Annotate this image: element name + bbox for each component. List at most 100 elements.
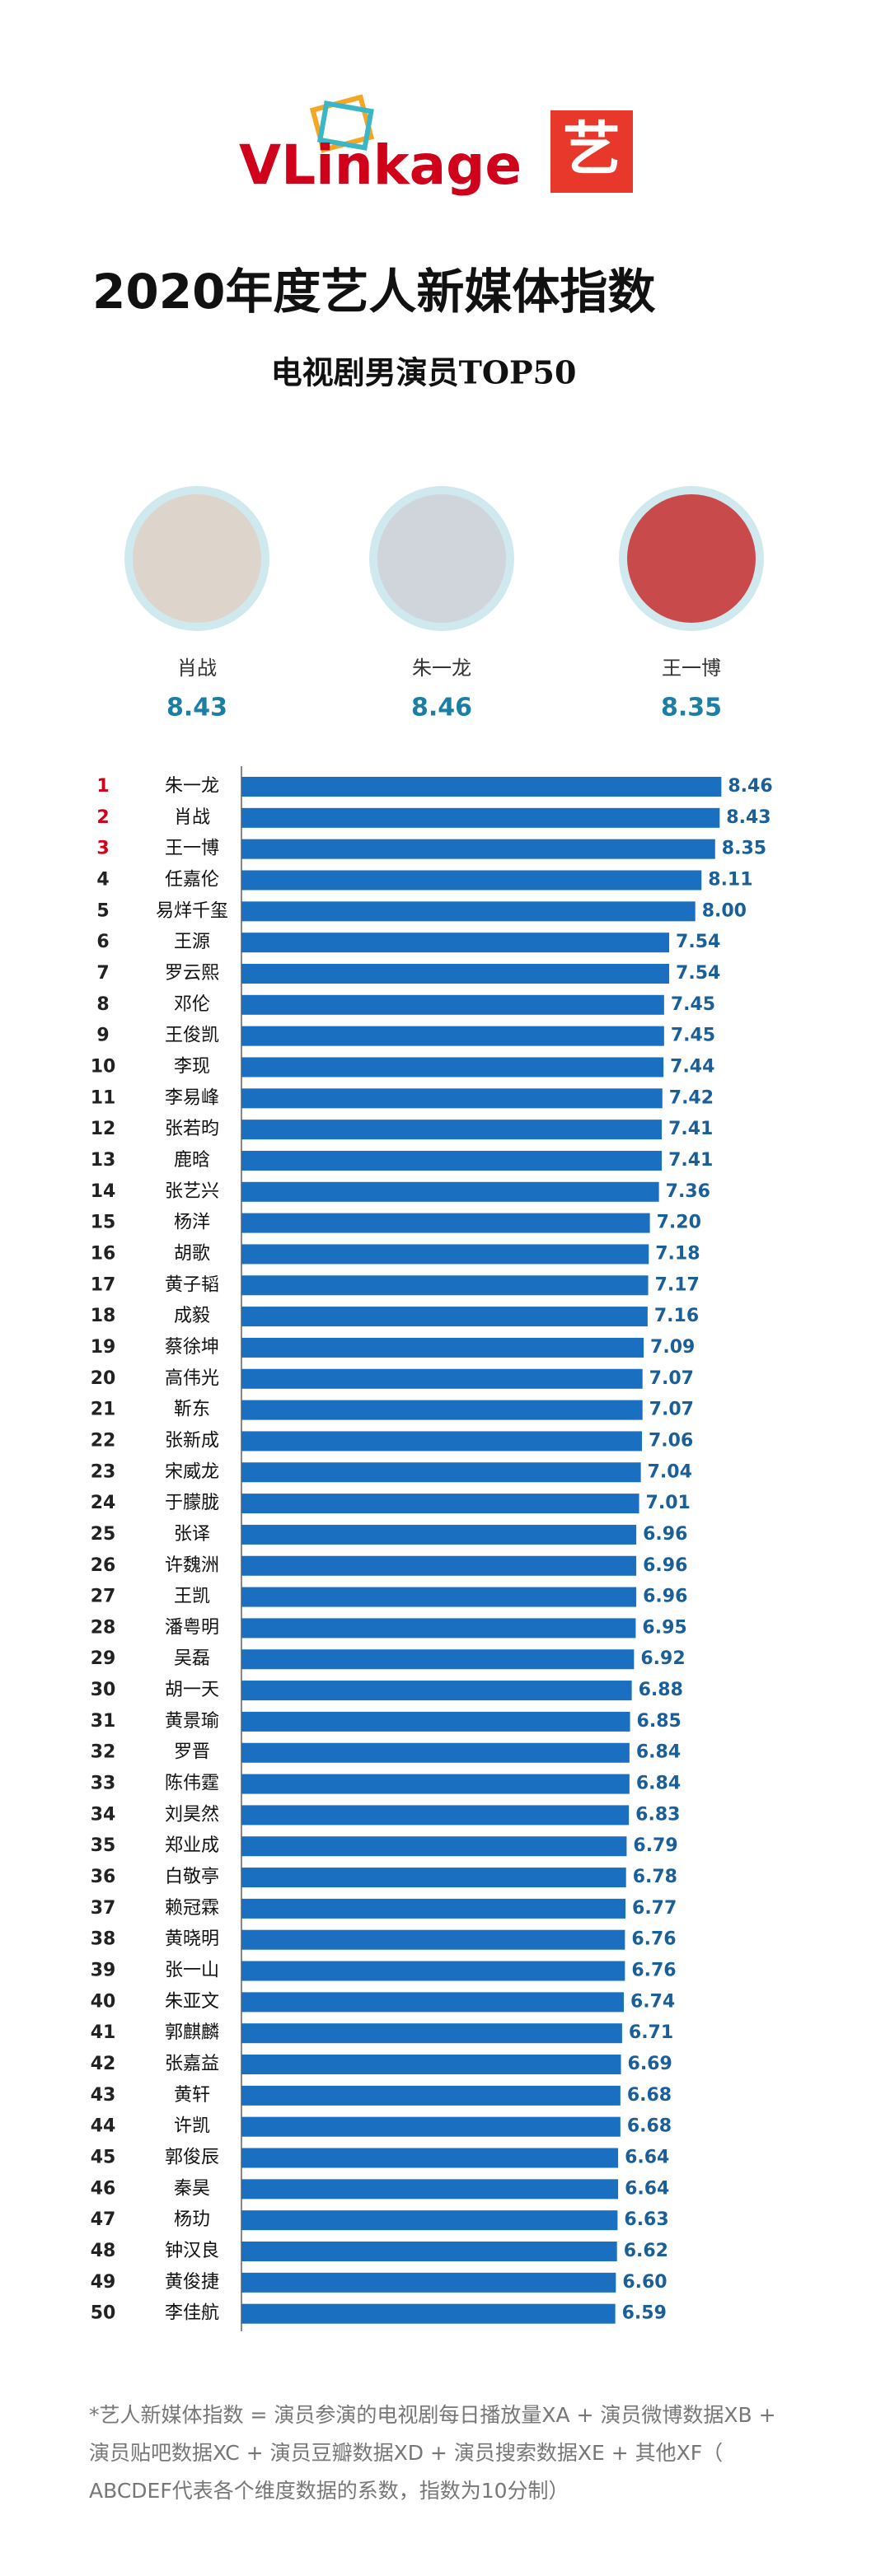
value-label: 6.71	[629, 2022, 673, 2043]
value-label: 8.00	[702, 900, 747, 921]
name-label: 陈伟霆	[165, 1774, 219, 1794]
chart: 1 朱一龙 8.46 2 肖战 8.43 3 王一博 8.35 4 任嘉伦 8.11 5 易烊千玺 8.00…	[91, 776, 773, 2324]
bar	[241, 2085, 621, 2106]
name-label: 郭麒麟	[165, 2022, 219, 2043]
name-label: 许魏洲	[165, 1555, 219, 1576]
value-label: 6.69	[628, 2054, 672, 2074]
value-label: 7.09	[650, 1337, 695, 1358]
rank: 41	[91, 2022, 116, 2043]
name-label: 张译	[174, 1524, 210, 1545]
name-label: 王源	[174, 932, 210, 952]
name-label: 李现	[174, 1056, 210, 1077]
value-label: 8.46	[728, 776, 772, 797]
bar	[241, 1898, 626, 1919]
podium-name: 朱一龙	[412, 657, 471, 680]
bar	[241, 933, 670, 953]
logo-icon	[309, 94, 375, 153]
bar	[241, 1431, 642, 1452]
bar	[241, 1929, 625, 1950]
name-label: 李易峰	[165, 1087, 219, 1108]
value-label: 6.84	[636, 1742, 681, 1763]
name-label: 赖冠霖	[165, 1898, 219, 1919]
value-label: 7.42	[669, 1087, 714, 1108]
rank: 4	[96, 869, 109, 890]
bar	[241, 2272, 616, 2293]
value-label: 7.54	[676, 932, 720, 952]
rank: 20	[91, 1368, 116, 1389]
value-label: 7.18	[655, 1243, 700, 1264]
rank: 6	[96, 932, 109, 952]
value-label: 6.95	[642, 1617, 686, 1638]
value-label: 7.07	[649, 1368, 694, 1389]
rank: 37	[91, 1898, 116, 1919]
name-label: 邓伦	[174, 994, 210, 1015]
name-label: 黄晓明	[165, 1929, 219, 1950]
name-label: 朱一龙	[165, 776, 219, 797]
name-label: 张一山	[165, 1961, 219, 1981]
rank: 16	[91, 1243, 116, 1264]
rank: 21	[91, 1400, 116, 1420]
rank: 27	[91, 1587, 116, 1607]
bar	[241, 1649, 635, 1670]
bar	[241, 1868, 626, 1888]
logo-text: VLinkage	[239, 133, 522, 197]
name-label: 黄轩	[174, 2085, 210, 2106]
name-label: 黄俊捷	[165, 2272, 219, 2293]
name-label: 杨洋	[174, 1213, 210, 1233]
value-label: 7.01	[646, 1493, 691, 1513]
rank: 7	[96, 963, 109, 984]
avatar	[627, 494, 756, 623]
rank: 44	[91, 2116, 116, 2137]
name-label: 张艺兴	[165, 1181, 219, 1202]
podium-name: 肖战	[177, 657, 217, 680]
value-label: 6.92	[640, 1648, 685, 1669]
bar	[241, 994, 664, 1015]
value-label: 6.78	[633, 1867, 677, 1887]
bar	[241, 1555, 637, 1576]
name-label: 刘昊然	[165, 1804, 219, 1825]
rank: 38	[91, 1929, 116, 1950]
value-label: 8.35	[722, 839, 766, 859]
value-label: 6.77	[632, 1898, 677, 1919]
name-label: 吴磊	[174, 1648, 210, 1669]
rank: 10	[91, 1056, 116, 1077]
value-label: 7.17	[655, 1274, 700, 1295]
value-label: 7.45	[671, 994, 715, 1015]
bar	[241, 1275, 649, 1296]
podium-name: 王一博	[662, 657, 721, 680]
value-label: 7.44	[670, 1056, 714, 1077]
rank: 13	[91, 1150, 116, 1171]
bar	[241, 2055, 621, 2075]
bar	[241, 2023, 622, 2044]
bar	[241, 1961, 625, 1981]
rank: 48	[91, 2241, 116, 2261]
value-label: 6.96	[643, 1555, 687, 1576]
avatar	[133, 494, 261, 623]
podium-value: 8.35	[661, 694, 722, 722]
value-label: 6.63	[624, 2209, 668, 2230]
bar	[241, 1774, 630, 1794]
bar	[241, 1181, 659, 1202]
value-label: 7.36	[666, 1181, 710, 1202]
name-label: 黄景瑜	[165, 1711, 219, 1732]
name-label: 蔡徐坤	[165, 1337, 219, 1358]
footnote-line: *艺人新媒体指数 = 演员参演的电视剧每日播放量XA + 演员微博数据XB +	[89, 2403, 776, 2427]
bar	[241, 1681, 632, 1701]
bar	[241, 777, 722, 797]
badge: 艺	[563, 115, 621, 183]
bar	[241, 1400, 643, 1420]
value-label: 7.06	[649, 1430, 693, 1451]
name-label: 白敬亭	[165, 1867, 219, 1887]
bar	[241, 2148, 619, 2168]
name-label: 秦昊	[174, 2178, 210, 2199]
rank: 5	[96, 900, 109, 921]
name-label: 鹿晗	[174, 1150, 210, 1171]
rank: 49	[91, 2272, 116, 2293]
name-label: 钟汉良	[165, 2241, 219, 2261]
bar	[241, 963, 670, 984]
rank: 9	[96, 1026, 109, 1046]
bar	[241, 1742, 630, 1763]
value-label: 7.20	[657, 1213, 701, 1233]
value-label: 7.54	[676, 963, 720, 984]
